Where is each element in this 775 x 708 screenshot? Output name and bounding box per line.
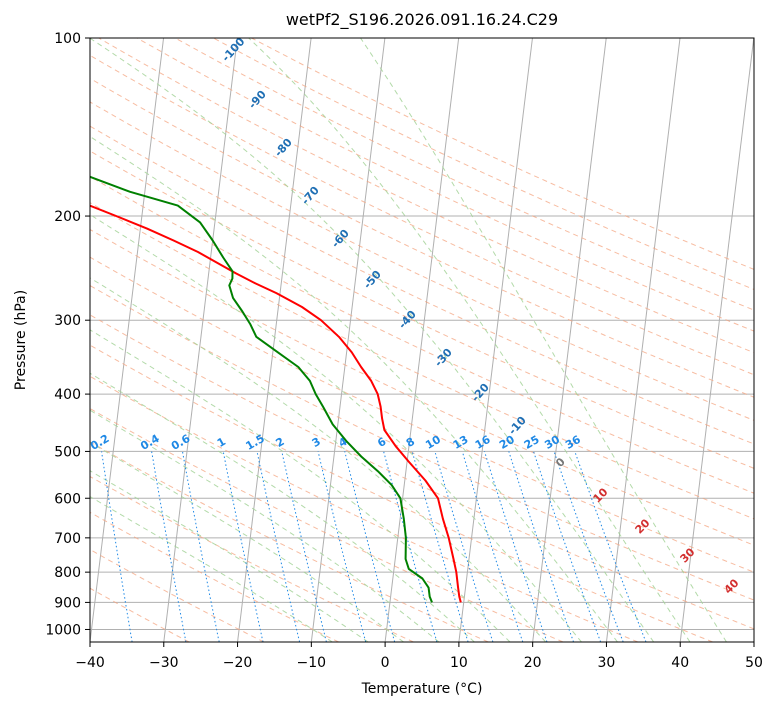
isotherm-line — [532, 38, 607, 642]
sounding-profiles — [90, 175, 462, 603]
mixing-ratio-line — [508, 451, 574, 642]
x-tick-label: 10 — [450, 655, 468, 671]
x-axis-ticks: −40 −30 −20 −10 0 10 20 30 40 50 — [75, 642, 763, 671]
dry-adiabat-line — [136, 38, 754, 332]
x-tick-label: 20 — [524, 655, 542, 671]
y-tick-label: 700 — [54, 531, 81, 547]
mixing-ratio-line — [281, 451, 327, 642]
moist-adiabat-line — [90, 277, 547, 642]
moist-adiabats — [90, 38, 727, 642]
mixing-ratio-line — [344, 451, 396, 642]
dry-adiabat-line — [90, 228, 754, 546]
isotherm-line — [679, 38, 754, 642]
x-tick-label: −10 — [297, 655, 327, 671]
x-tick-label: 0 — [381, 655, 390, 671]
y-tick-label: 800 — [54, 565, 81, 581]
moist-adiabat-line — [90, 495, 333, 642]
y-tick-label: 600 — [54, 491, 81, 507]
x-axis-label: Temperature (°C) — [361, 681, 483, 697]
mixing-ratio-line — [256, 451, 301, 642]
moist-adiabat-line — [90, 409, 440, 642]
isotherm-line — [384, 38, 460, 642]
isotherm-line — [605, 38, 681, 642]
dry-adiabats — [90, 38, 754, 642]
dry-adiabat-line — [90, 407, 564, 642]
mixing-ratio-line — [317, 451, 367, 642]
y-tick-label: 500 — [54, 444, 81, 460]
moist-adiabat-line — [90, 214, 582, 642]
dry-adiabat-line — [90, 441, 489, 642]
dry-adiabat-line — [90, 150, 754, 469]
dry-adiabat-line — [90, 175, 754, 494]
moist-adiabat-line — [248, 38, 691, 642]
pressure-gridlines — [90, 38, 754, 630]
dry-adiabat-line — [90, 375, 638, 642]
mixing-ratio-line — [383, 451, 438, 642]
x-tick-label: −40 — [75, 655, 105, 671]
moist-adiabat-line — [90, 441, 404, 642]
isotherm-line — [237, 38, 312, 642]
moist-adiabat-line — [90, 135, 618, 642]
mixing-ratio-line — [553, 451, 624, 642]
y-tick-label: 200 — [54, 209, 81, 225]
dry-adiabat-line — [90, 511, 339, 642]
dry-adiabat-line — [174, 38, 754, 311]
isotherm-line — [163, 38, 238, 642]
dry-adiabat-line — [90, 256, 754, 573]
moist-adiabat-line — [360, 38, 727, 642]
y-tick-label: 1000 — [45, 622, 81, 638]
isotherm-line — [90, 38, 165, 642]
moist-adiabat-line — [90, 372, 475, 642]
dry-adiabat-line — [90, 344, 713, 642]
x-tick-label: 40 — [671, 655, 689, 671]
isotherm-line — [310, 38, 386, 642]
isotherm-line — [458, 38, 533, 642]
moist-adiabat-line — [90, 329, 511, 642]
y-tick-label: 400 — [54, 387, 81, 403]
y-tick-label: 300 — [54, 313, 81, 329]
isotherms — [90, 38, 754, 642]
mixing-ratio-line — [461, 451, 524, 642]
dry-adiabat-line — [90, 101, 754, 421]
y-tick-label: 100 — [54, 31, 81, 47]
y-tick-label: 900 — [54, 595, 81, 611]
plot-frame — [89, 37, 755, 643]
x-tick-label: −20 — [223, 655, 253, 671]
dewpoint-profile-line — [90, 175, 433, 603]
chart-title: wetPf2_S196.2026.091.16.24.C29 — [286, 10, 558, 30]
y-axis-ticks: 100 200 300 400 500 600 700 800 900 1000 — [45, 31, 90, 638]
temperature-profile-line — [90, 204, 462, 603]
mixing-ratio-line — [574, 451, 647, 642]
dry-adiabat-line — [90, 548, 265, 642]
mixing-ratio-line — [484, 451, 548, 642]
mixing-ratio-line — [101, 451, 133, 642]
moist-adiabat-line — [90, 38, 655, 642]
dry-adiabat-line — [90, 54, 754, 376]
mixing-ratio-lines — [101, 451, 647, 642]
x-tick-label: −30 — [149, 655, 179, 671]
y-axis-label: Pressure (hPa) — [13, 290, 29, 390]
mixing-ratio-line — [222, 451, 264, 642]
dry-adiabat-line — [90, 284, 754, 601]
x-tick-label: 30 — [598, 655, 616, 671]
mixing-ratio-line — [411, 451, 469, 642]
mixing-ratio-line — [533, 451, 602, 642]
plot-area: -100-90-80-70-60-50-40-30-20-100.10.20.4… — [90, 38, 754, 642]
mixing-ratio-line — [434, 451, 494, 642]
x-tick-label: 50 — [745, 655, 763, 671]
